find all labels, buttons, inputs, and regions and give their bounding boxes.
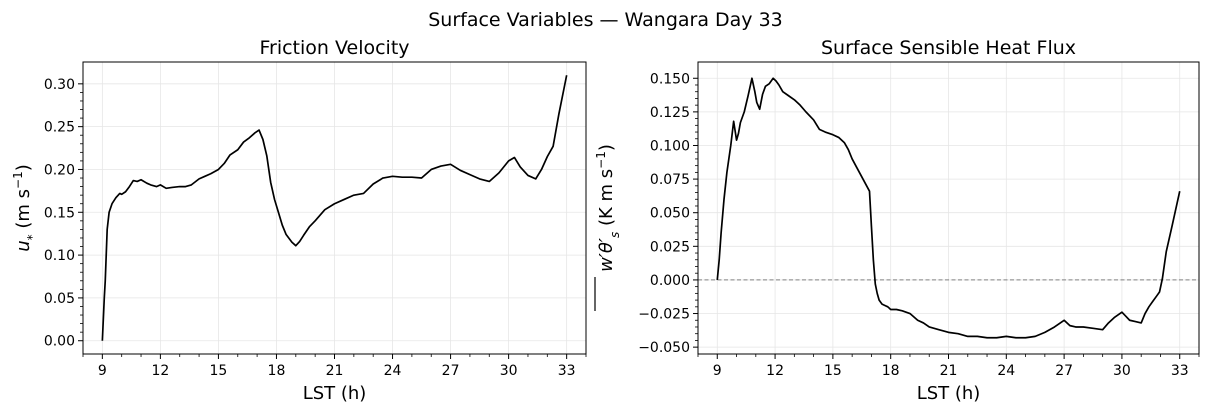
figure-suptitle: Surface Variables — Wangara Day 33 <box>428 9 783 31</box>
x-tick-label: 27 <box>1055 363 1073 379</box>
series-line-0 <box>716 77 1181 339</box>
y-tick-label: 0.00 <box>44 334 75 350</box>
x-tick-label: 21 <box>326 363 344 379</box>
x-tick-label: 24 <box>997 363 1015 379</box>
y-tick-label: 0.30 <box>44 77 75 93</box>
y-tick-label: 0.125 <box>650 105 690 121</box>
x-tick-label: 21 <box>940 363 958 379</box>
y-tick-label: 0.050 <box>650 206 690 222</box>
heat-flux-panel: 9 12 15 18 21 24 27 30 33 −0.050 −0.025 0.000 0.025 0… <box>594 37 1200 404</box>
x-tick-label: 12 <box>151 363 169 379</box>
x-axis-label: LST (h) <box>303 383 367 404</box>
series-line-0 <box>101 75 568 341</box>
x-tick-label: 12 <box>766 363 784 379</box>
y-tick-label: −0.050 <box>638 340 690 356</box>
y-tick-label: 0.25 <box>44 120 75 136</box>
y-tick-label: 0.15 <box>44 205 75 221</box>
x-tick-label: 30 <box>500 363 518 379</box>
chart-title: Surface Sensible Heat Flux <box>821 37 1076 59</box>
svg-text:w′θ′s (K m s−1): w′θ′s (K m s−1) <box>594 144 622 272</box>
chart-title: Friction Velocity <box>259 37 409 59</box>
x-tick-label: 15 <box>824 363 842 379</box>
y-tick-label: 0.075 <box>650 172 690 188</box>
y-tick-label: 0.20 <box>44 162 75 178</box>
x-tick-label: 24 <box>384 363 402 379</box>
x-tick-label: 33 <box>558 363 576 379</box>
y-axis-label: u* (m s−1) <box>11 164 39 252</box>
x-tick-label: 15 <box>210 363 228 379</box>
x-tick-label: 9 <box>98 363 107 379</box>
y-axis-label: w′θ′s (K m s−1) <box>594 144 622 311</box>
y-tick-label: 0.05 <box>44 291 75 307</box>
x-tick-label: 30 <box>1113 363 1131 379</box>
x-tick-label: 18 <box>882 363 900 379</box>
y-tick-label: 0.150 <box>650 71 690 87</box>
x-tick-label: 33 <box>1171 363 1189 379</box>
x-tick-label: 18 <box>268 363 286 379</box>
y-tick-label: 0.10 <box>44 248 75 264</box>
y-tick-label: 0.100 <box>650 138 690 154</box>
y-tick-label: 0.025 <box>650 239 690 255</box>
y-tick-label: −0.025 <box>638 307 690 323</box>
x-tick-label: 9 <box>713 363 722 379</box>
x-tick-label: 27 <box>442 363 460 379</box>
friction-velocity-panel: 9 12 15 18 21 24 27 30 33 0.00 0.05 0.10 0.15 0.20 0.2… <box>11 37 587 404</box>
x-axis-label: LST (h) <box>917 383 981 404</box>
y-tick-label: 0.000 <box>650 273 690 289</box>
